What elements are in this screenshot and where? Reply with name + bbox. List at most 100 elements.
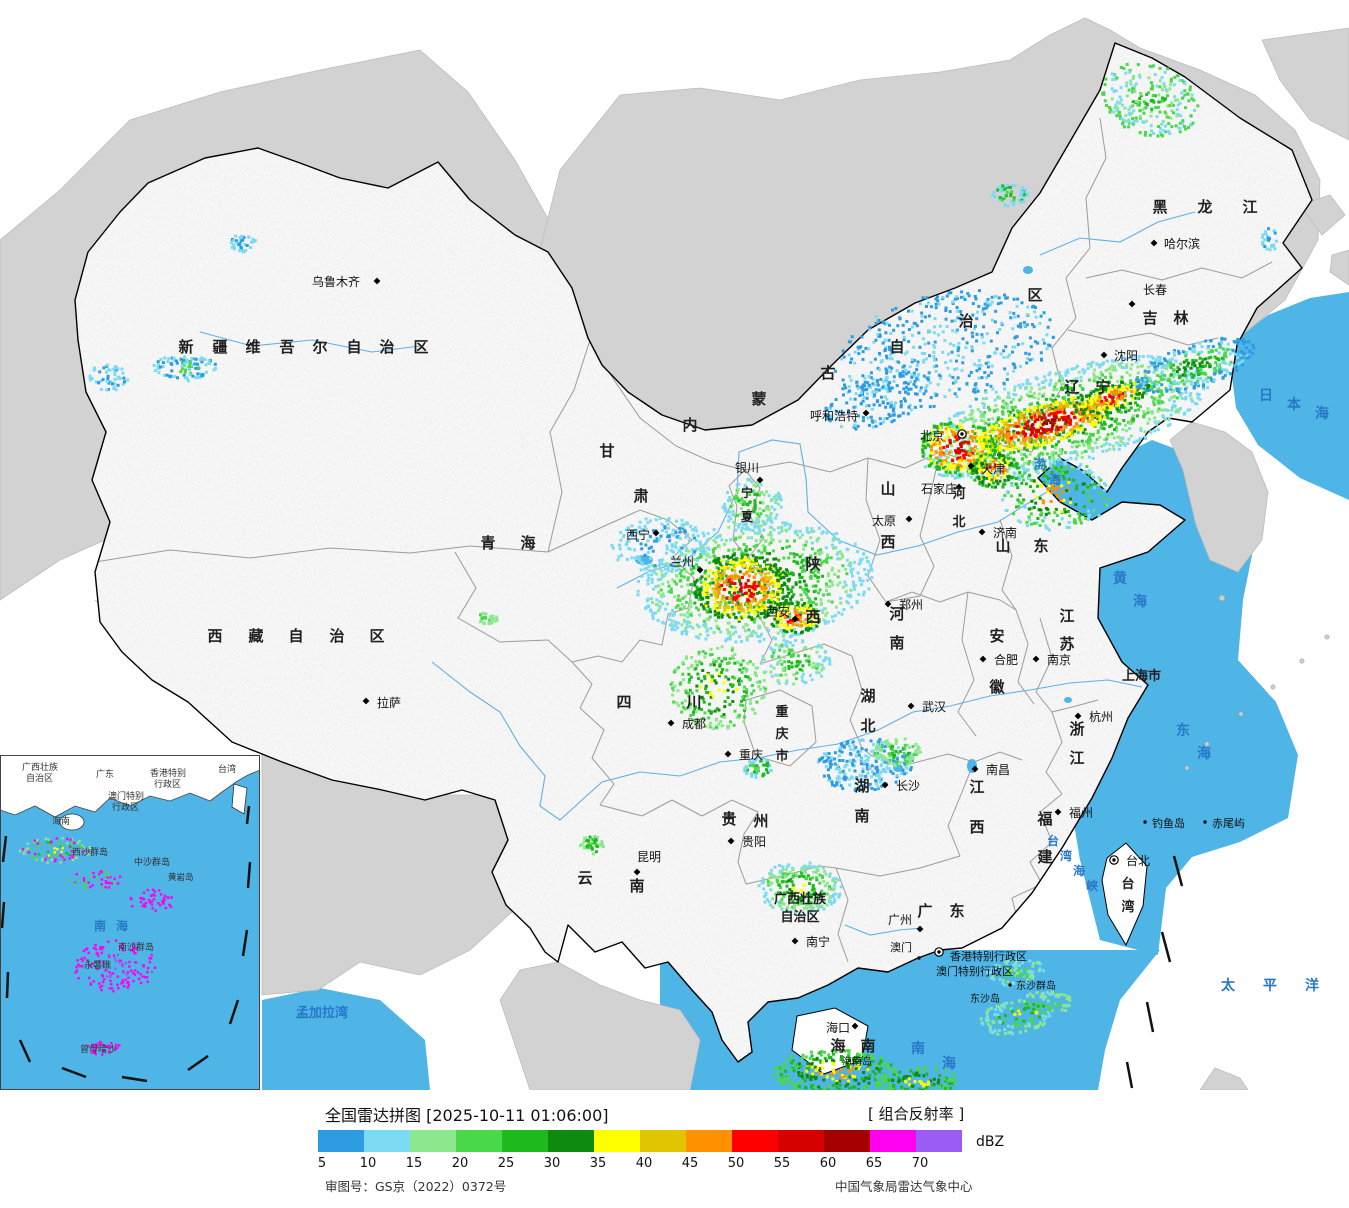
prov-label: 湖 (854, 777, 869, 795)
legend-scale-value: 60 (819, 1156, 837, 1171)
inset-label: 香港特别 (150, 767, 186, 779)
city-label: 沈阳 (1114, 348, 1138, 363)
radar-echo-cluster (1001, 457, 1111, 532)
sea-label: 海 (942, 1055, 956, 1072)
radar-echo-cluster (1101, 62, 1200, 138)
city-label: 南京 (1047, 652, 1071, 667)
city-label: 广州 (888, 913, 912, 927)
legend-unit-label: dBZ (976, 1134, 1005, 1150)
city-diamond-icon (1032, 655, 1040, 663)
prov-label: 青 (480, 534, 495, 552)
inset-label: 黄岩岛 (168, 872, 194, 883)
prov-label: 海 (830, 1037, 845, 1055)
prov-label: 西 (969, 818, 984, 836)
sea-label: 海 (1073, 863, 1085, 878)
city-label: 天津 (981, 462, 1005, 476)
prov-label: 川 (685, 693, 701, 711)
radar-echo-cluster (669, 645, 768, 731)
city-label: 海南岛 (842, 1055, 872, 1068)
city-diamond-icon (1128, 300, 1136, 308)
city-diamond-icon (724, 750, 732, 758)
map-title: 全国雷达拼图 [2025-10-11 01:06:00] (325, 1106, 609, 1125)
inset-sea-label: 南 (94, 918, 106, 933)
prov-label: 北 (860, 717, 875, 735)
prov-label: 维 (245, 338, 260, 356)
city-label: 西安 (766, 604, 790, 619)
legend-color-segment (502, 1130, 548, 1152)
radar-echo-cluster (152, 355, 218, 383)
prov-label: 上海市 (1122, 668, 1161, 684)
prov-label: 广 (917, 902, 932, 920)
prov-label: 自治区 (780, 909, 819, 925)
city-label: 福州 (1069, 805, 1093, 820)
city-label: 南宁 (806, 934, 830, 949)
prov-label: 陕 (805, 555, 820, 573)
city-label: 钓鱼岛 (1152, 816, 1185, 830)
prov-label: 广西壮族 (774, 891, 827, 907)
prov-label: 自 (288, 627, 303, 645)
city-label: 西宁 (626, 527, 650, 542)
city-diamond-icon (881, 781, 889, 789)
sea-label: 台 (1047, 833, 1059, 848)
city-diamond-icon (978, 528, 986, 536)
radar-echo-cluster (693, 553, 791, 623)
city-diamond-icon (727, 837, 735, 845)
maritime-boundary-dashes (1125, 855, 1184, 1089)
sea-label: 平 (1263, 978, 1277, 994)
city-diamond-icon (1054, 808, 1062, 816)
city-label: 乌鲁木齐 (312, 274, 360, 289)
prov-label: 黑 (1152, 198, 1167, 216)
prov-label: 尔 (312, 338, 327, 356)
prov-label: 市 (775, 748, 788, 764)
radar-echo-cluster (721, 477, 783, 533)
prov-label: 江 (969, 778, 984, 796)
radar-echo-cluster (87, 1040, 121, 1056)
prov-label: 四 (616, 693, 631, 711)
city-label: 东沙岛 (970, 992, 1000, 1005)
prov-label: 林 (1173, 309, 1189, 327)
prov-label: 湾 (1121, 899, 1134, 915)
prov-label: 甘 (599, 442, 614, 460)
radar-echo-cluster (772, 1049, 898, 1090)
legend-scale-value: 5 (317, 1156, 327, 1171)
prov-label: 龙 (1196, 198, 1212, 216)
radar-echo-cluster (824, 364, 930, 431)
legend-color-segment (410, 1130, 456, 1152)
legend-color-segment (732, 1130, 778, 1152)
city-diamond-icon (373, 277, 381, 285)
prov-label: 吾 (279, 338, 294, 356)
city-diamond-icon (1150, 239, 1158, 247)
prov-label: 藏 (248, 627, 263, 645)
sea-label: 渤 (1034, 456, 1046, 471)
city-label: 石家庄 (921, 481, 957, 496)
prov-label: 宁 (1095, 378, 1110, 396)
prov-label: 南 (629, 877, 644, 895)
legend-color-segment (824, 1130, 870, 1152)
prov-label: 宁 (741, 485, 753, 500)
radar-echo-cluster (1135, 336, 1256, 394)
radar-echo-cluster (743, 758, 773, 779)
prov-label: 徽 (988, 678, 1005, 696)
city-label: 昆明 (637, 850, 661, 864)
legend-color-segment (870, 1130, 916, 1152)
prov-label: 海 (520, 534, 535, 552)
map-labels: 日本海黄海东海渤海南海台湾海峡太平洋孟加拉湾黑龙江吉 林辽 宁内蒙古自治区新疆维吾尔… (178, 198, 1329, 1072)
prov-label: 南 (854, 807, 869, 825)
radar-echo-cluster (18, 836, 92, 864)
prov-label: 治 (329, 627, 344, 645)
city-diamond-icon (633, 868, 641, 876)
city-diamond-icon (362, 697, 370, 705)
prov-label: 吉 (1142, 309, 1157, 327)
city-label: 赤尾屿 (1212, 817, 1245, 830)
sea-label: 孟加拉湾 (296, 1005, 348, 1021)
city-label: 兰州 (670, 555, 694, 569)
prov-label: 北 (952, 515, 965, 530)
island-dot-icon (1203, 820, 1207, 824)
sea-label: 东 (1176, 722, 1190, 739)
prov-label: 蒙 (751, 390, 766, 408)
data-source-label: 中国气象局雷达气象中心 (835, 1179, 973, 1194)
sea-label: 海 (1049, 472, 1061, 487)
legend-color-segment (318, 1130, 364, 1152)
sea-label: 湾 (1060, 848, 1072, 863)
prov-label: 庆 (774, 726, 788, 742)
